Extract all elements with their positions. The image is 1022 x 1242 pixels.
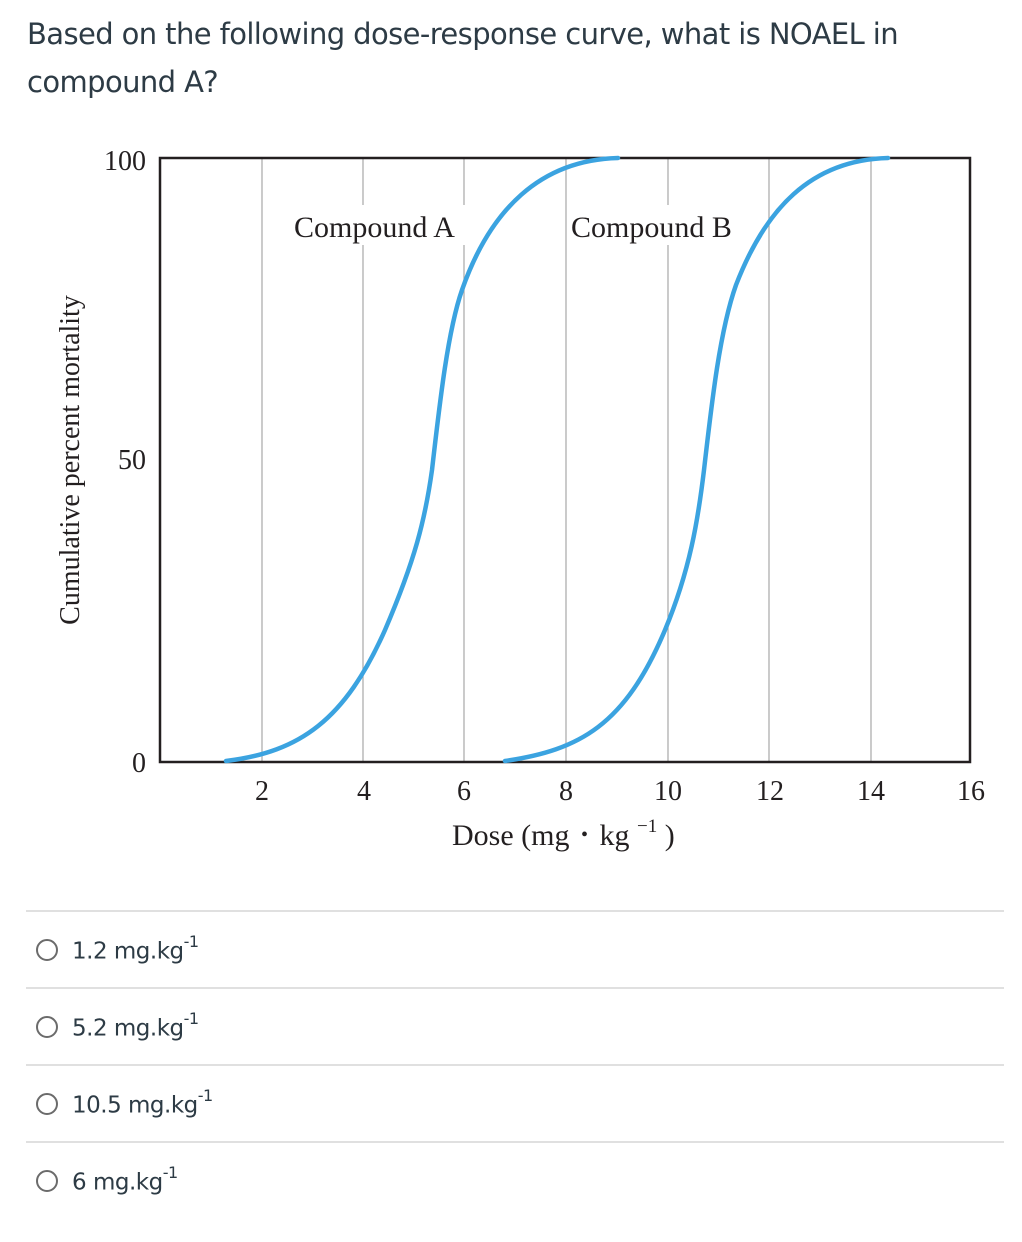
curve-compound-b: [502, 155, 891, 764]
gridlines: [261, 158, 872, 762]
answer-option-2[interactable]: 5.2 mg.kg-1: [26, 987, 1004, 1064]
answer-label-3: 10.5 mg.kg-1: [72, 1085, 213, 1119]
answer-label-2: 5.2 mg.kg-1: [72, 1008, 199, 1042]
question-text: Based on the following dose-response cur…: [27, 17, 899, 99]
x-axis-label-sup: −1: [637, 816, 657, 837]
y-tick-50: 50: [118, 445, 146, 476]
plot-frame: [158, 156, 972, 764]
radio-button-4[interactable]: [36, 1169, 58, 1192]
x-axis-label-close: ): [665, 819, 675, 852]
y-tick-0: 0: [132, 748, 146, 779]
x-tick-16: 16: [957, 776, 985, 807]
x-axis-label: Dose (mg • kg −1 ): [452, 806, 675, 852]
label-compound-a: Compound A: [294, 211, 455, 244]
curve-compound-a: [223, 155, 621, 764]
x-axis-label-dot: •: [581, 824, 588, 846]
x-tick-10: 10: [654, 776, 682, 807]
radio-button-2[interactable]: [36, 1015, 58, 1038]
x-axis-label-kg: kg: [600, 819, 630, 852]
x-tick-6: 6: [457, 776, 471, 807]
x-tick-4: 4: [357, 776, 371, 807]
dose-response-chart: Compound A Compound B 100 50 0 Cumulativ…: [55, 146, 985, 852]
answer-label-1: 1.2 mg.kg-1: [72, 931, 199, 965]
answer-option-3[interactable]: 10.5 mg.kg-1: [26, 1064, 1004, 1141]
answer-option-1[interactable]: 1.2 mg.kg-1: [26, 910, 1004, 987]
x-tick-12: 12: [756, 776, 784, 807]
answer-option-4[interactable]: 6 mg.kg-1: [26, 1141, 1004, 1218]
x-tick-8: 8: [559, 776, 573, 807]
radio-button-3[interactable]: [36, 1092, 58, 1115]
answer-label-4: 6 mg.kg-1: [72, 1162, 178, 1196]
answer-list: 1.2 mg.kg-1 5.2 mg.kg-1 10.5 mg.kg-1 6 m…: [26, 910, 1004, 1218]
x-tick-14: 14: [857, 776, 885, 807]
x-tick-labels: 2 4 6 8 10 12 14 16: [255, 776, 985, 807]
label-compound-b: Compound B: [571, 211, 732, 244]
y-axis-label: Cumulative percent mortality: [55, 295, 86, 625]
y-tick-100: 100: [104, 146, 146, 177]
x-tick-2: 2: [255, 776, 269, 807]
radio-button-1[interactable]: [36, 938, 58, 961]
x-axis-label-main: Dose (mg: [452, 819, 569, 852]
